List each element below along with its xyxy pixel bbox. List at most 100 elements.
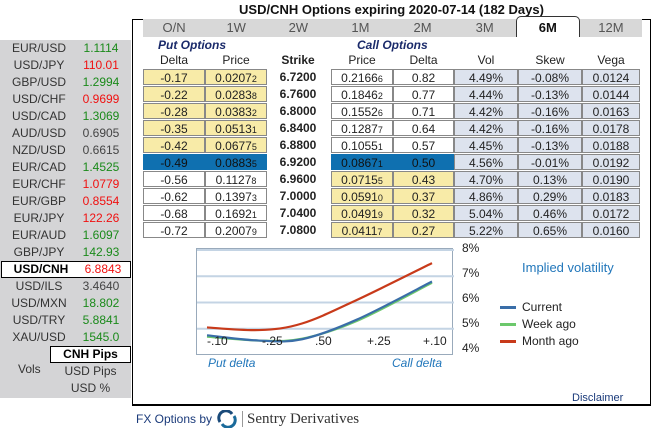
currency-pair-row[interactable]: EUR/CHF 1.0779 [0, 176, 131, 193]
price-subdigit: 6 [377, 74, 383, 84]
currency-pair-row[interactable]: EUR/GBP 0.8554 [0, 193, 131, 210]
vega-cell: 0.0124 [582, 69, 640, 85]
pair-name: USD/MXN [11, 296, 67, 310]
disclaimer-link[interactable]: Disclaimer [572, 392, 624, 404]
tab-on[interactable]: O/N [162, 20, 186, 35]
vol-cell: 4.44% [454, 86, 518, 102]
tab-6m[interactable]: 6M [515, 16, 580, 37]
strike-value: 6.9200 [279, 155, 317, 169]
call-delta-label: Call delta [392, 356, 443, 370]
put-delta-value: -0.42 [160, 139, 188, 153]
currency-pair-row[interactable]: XAU/USD 1545.0 [0, 329, 131, 346]
currency-pair-row[interactable]: NZD/USD 0.6615 [0, 142, 131, 159]
put-price-cell[interactable]: 0.20079 [205, 222, 267, 238]
put-price-value: 0.0207 [215, 71, 252, 85]
call-delta-cell: 0.50 [393, 154, 454, 170]
skew-value: -0.16% [530, 105, 570, 119]
call-price-cell[interactable]: 0.18462 [331, 86, 393, 102]
put-price-cell[interactable]: 0.03832 [205, 103, 267, 119]
currency-pair-row[interactable]: USD/CAD 1.3069 [0, 108, 131, 125]
call-delta-value: 0.64 [411, 122, 436, 136]
put-price-cell[interactable]: 0.08835 [205, 154, 267, 170]
currency-pair-row[interactable]: EUR/JPY 122.26 [0, 210, 131, 227]
currency-pair-row[interactable]: GBP/USD 1.2994 [0, 74, 131, 91]
vol-cell: 4.45% [454, 137, 518, 153]
price-subdigit: 9 [377, 210, 383, 220]
legend-swatch [500, 339, 516, 343]
vol-value: 4.45% [468, 139, 504, 153]
currency-pair-row[interactable]: EUR/CAD 1.4525 [0, 159, 131, 176]
pair-name: NZD/USD [12, 143, 66, 157]
footer-prefix: FX Options by [136, 412, 213, 426]
units-option[interactable]: USD % [70, 381, 111, 395]
call-price-value: 0.1552 [341, 105, 378, 119]
pair-rate: 1545.0 [82, 330, 120, 344]
price-subdigit: 1 [377, 142, 383, 152]
vega-value: 0.0192 [592, 156, 630, 170]
call-price-cell[interactable]: 0.12877 [331, 120, 393, 136]
pair-rate: 6.8843 [84, 262, 122, 276]
put-delta-cell: -0.49 [143, 154, 205, 170]
pair-name: USD/CAD [11, 109, 66, 123]
currency-pair-row[interactable]: GBP/JPY 142.93 [0, 244, 131, 261]
currency-pair-row[interactable]: USD/CHF 0.9699 [0, 91, 131, 108]
tab-1w[interactable]: 1W [226, 20, 246, 35]
pair-rate: 18.802 [82, 296, 120, 310]
currency-pair-row[interactable]: EUR/USD 1.1114 [0, 40, 131, 57]
currency-pair-row[interactable]: EUR/AUD 1.6097 [0, 227, 131, 244]
series-line-month-ago [206, 262, 433, 332]
call-price-cell[interactable]: 0.10551 [331, 137, 393, 153]
call-delta-cell: 0.32 [393, 205, 454, 221]
currency-pair-row[interactable]: AUD/USD 0.6905 [0, 125, 131, 142]
currency-pair-row[interactable]: USD/JPY 110.01 [0, 57, 131, 74]
skew-cell: 0.65% [518, 222, 582, 238]
x-tick-label: -.10 [207, 334, 228, 348]
strike-value: 6.9600 [279, 172, 317, 186]
put-price-value: 0.2007 [215, 224, 252, 238]
currency-pair-row[interactable]: USD/ILS 3.4640 [0, 278, 131, 295]
price-subdigit: 5 [377, 176, 383, 186]
pair-rate: 1.1114 [83, 41, 119, 55]
call-price-value: 0.0411 [341, 224, 378, 238]
call-price-cell[interactable]: 0.04919 [331, 205, 393, 221]
units-option[interactable]: USD Pips [64, 364, 117, 378]
units-option[interactable]: CNH Pips [50, 346, 131, 363]
price-subdigit: 5 [251, 159, 257, 169]
put-price-cell[interactable]: 0.02838 [205, 86, 267, 102]
put-price-cell[interactable]: 0.13973 [205, 188, 267, 204]
price-subdigit: 6 [377, 108, 383, 118]
tab-3m[interactable]: 3M [475, 20, 494, 35]
tab-12m[interactable]: 12M [598, 20, 624, 35]
put-price-value: 0.0883 [215, 156, 252, 170]
call-price-value: 0.1287 [341, 122, 378, 136]
put-delta-value: -0.22 [160, 88, 188, 102]
pair-rate: 5.8841 [82, 313, 120, 327]
put-price-cell[interactable]: 0.06775 [205, 137, 267, 153]
put-delta-cell: -0.56 [143, 171, 205, 187]
call-price-cell[interactable]: 0.08671 [331, 154, 393, 170]
call-price-cell[interactable]: 0.07155 [331, 171, 393, 187]
strike-value: 6.7200 [279, 70, 317, 84]
put-price-cell[interactable]: 0.16921 [205, 205, 267, 221]
tab-2m[interactable]: 2M [413, 20, 432, 35]
call-price-cell[interactable]: 0.05910 [331, 188, 393, 204]
tab-1m[interactable]: 1M [351, 20, 370, 35]
call-price-cell[interactable]: 0.04117 [331, 222, 393, 238]
vol-cell: 5.04% [454, 205, 518, 221]
chart-svg [197, 249, 454, 343]
currency-pair-row[interactable]: USD/CNH 6.8843 [1, 261, 131, 278]
put-price-cell[interactable]: 0.11278 [205, 171, 267, 187]
call-delta-value: 0.43 [411, 173, 436, 187]
pair-rate: 1.6097 [82, 228, 120, 242]
call-price-cell[interactable]: 0.21666 [331, 69, 393, 85]
currency-pair-row[interactable]: USD/TRY 5.8841 [0, 312, 131, 329]
put-delta-cell: -0.42 [143, 137, 205, 153]
put-price-cell[interactable]: 0.02072 [205, 69, 267, 85]
skew-value: 0.65% [532, 224, 568, 238]
currency-pair-row[interactable]: USD/MXN 18.802 [0, 295, 131, 312]
tab-2w[interactable]: 2W [288, 20, 309, 35]
call-price-cell[interactable]: 0.15526 [331, 103, 393, 119]
put-price-cell[interactable]: 0.05131 [205, 120, 267, 136]
put-delta-label: Put delta [208, 356, 256, 370]
put-price-value: 0.0677 [215, 139, 252, 153]
